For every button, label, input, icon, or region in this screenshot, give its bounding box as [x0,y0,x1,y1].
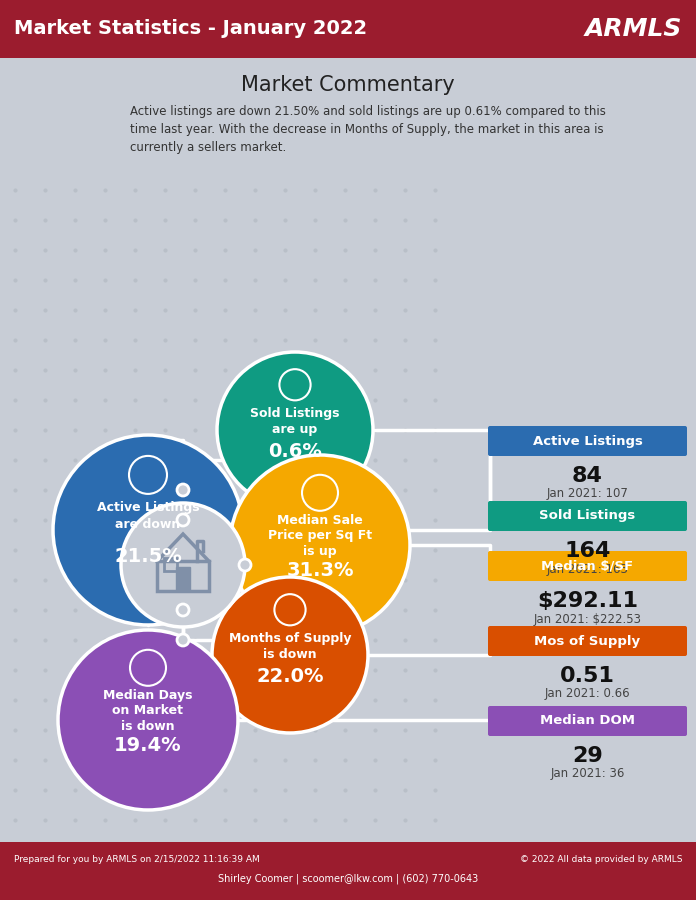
Text: Jan 2021: 107: Jan 2021: 107 [546,488,628,500]
Bar [0,842,696,900]
Text: ARMLS: ARMLS [585,17,682,41]
Circle shape [177,604,189,616]
Text: 0.6%: 0.6% [268,442,322,462]
Bar [0,0,696,58]
Circle shape [239,559,251,571]
Circle shape [177,484,189,496]
Circle shape [212,577,368,733]
FancyBboxPatch shape [488,626,687,656]
Text: Sold Listings: Sold Listings [539,509,635,523]
Text: Months of Supply
is down: Months of Supply is down [229,632,351,661]
Circle shape [217,352,373,508]
Text: 84: 84 [572,466,603,486]
Text: Market Statistics - January 2022: Market Statistics - January 2022 [14,20,367,39]
Text: Median $/SF: Median $/SF [541,560,633,572]
Text: Mos of Supply: Mos of Supply [535,634,640,647]
Circle shape [177,634,189,646]
Text: Shirley Coomer | scoomer@lkw.com | (602) 770-0643: Shirley Coomer | scoomer@lkw.com | (602)… [218,874,478,884]
Text: Jan 2021: 36: Jan 2021: 36 [551,768,625,780]
Text: © 2022 All data provided by ARMLS: © 2022 All data provided by ARMLS [519,854,682,863]
Circle shape [58,630,238,810]
Text: 22.0%: 22.0% [256,667,324,687]
FancyBboxPatch shape [488,706,687,736]
Text: 164: 164 [564,541,610,561]
Text: Jan 2021: $222.53: Jan 2021: $222.53 [534,613,642,626]
Text: Active Listings
are down: Active Listings are down [97,501,199,530]
Circle shape [230,455,410,635]
FancyBboxPatch shape [488,426,687,456]
FancyBboxPatch shape [488,551,687,581]
Text: Jan 2021: 0.66: Jan 2021: 0.66 [545,688,631,700]
Text: Median Days
on Market
is down: Median Days on Market is down [103,688,193,734]
Text: Active Listings: Active Listings [532,435,642,447]
Text: 21.5%: 21.5% [114,547,182,566]
Text: Prepared for you by ARMLS on 2/15/2022 11:16:39 AM: Prepared for you by ARMLS on 2/15/2022 1… [14,854,260,863]
Polygon shape [176,568,190,591]
Text: 0.51: 0.51 [560,666,615,686]
Text: 29: 29 [572,746,603,766]
Text: 31.3%: 31.3% [286,561,354,580]
Text: Market Commentary: Market Commentary [241,75,455,95]
Circle shape [121,503,245,627]
Text: Sold Listings
are up: Sold Listings are up [251,407,340,436]
Text: Median DOM: Median DOM [540,715,635,727]
FancyBboxPatch shape [488,501,687,531]
Text: 19.4%: 19.4% [114,735,182,755]
Text: Active listings are down 21.50% and sold listings are up 0.61% compared to this
: Active listings are down 21.50% and sold… [130,105,606,154]
Circle shape [53,435,243,625]
Text: Jan 2021: 163: Jan 2021: 163 [546,562,628,575]
Circle shape [177,514,189,526]
Text: Median Sale
Price per Sq Ft
is up: Median Sale Price per Sq Ft is up [268,514,372,559]
Text: $292.11: $292.11 [537,591,638,611]
